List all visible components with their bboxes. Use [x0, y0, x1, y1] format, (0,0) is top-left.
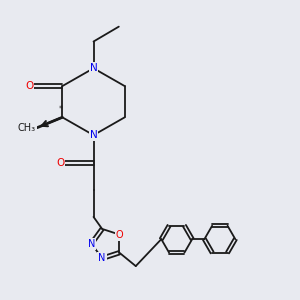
Text: *: * — [59, 105, 63, 114]
Polygon shape — [37, 117, 63, 128]
Text: O: O — [25, 81, 33, 91]
Text: N: N — [90, 130, 98, 140]
Text: CH₃: CH₃ — [18, 123, 36, 133]
Text: N: N — [98, 253, 106, 263]
Text: O: O — [116, 230, 123, 239]
Text: N: N — [90, 63, 98, 73]
Text: O: O — [56, 158, 64, 168]
Text: N: N — [88, 238, 95, 249]
